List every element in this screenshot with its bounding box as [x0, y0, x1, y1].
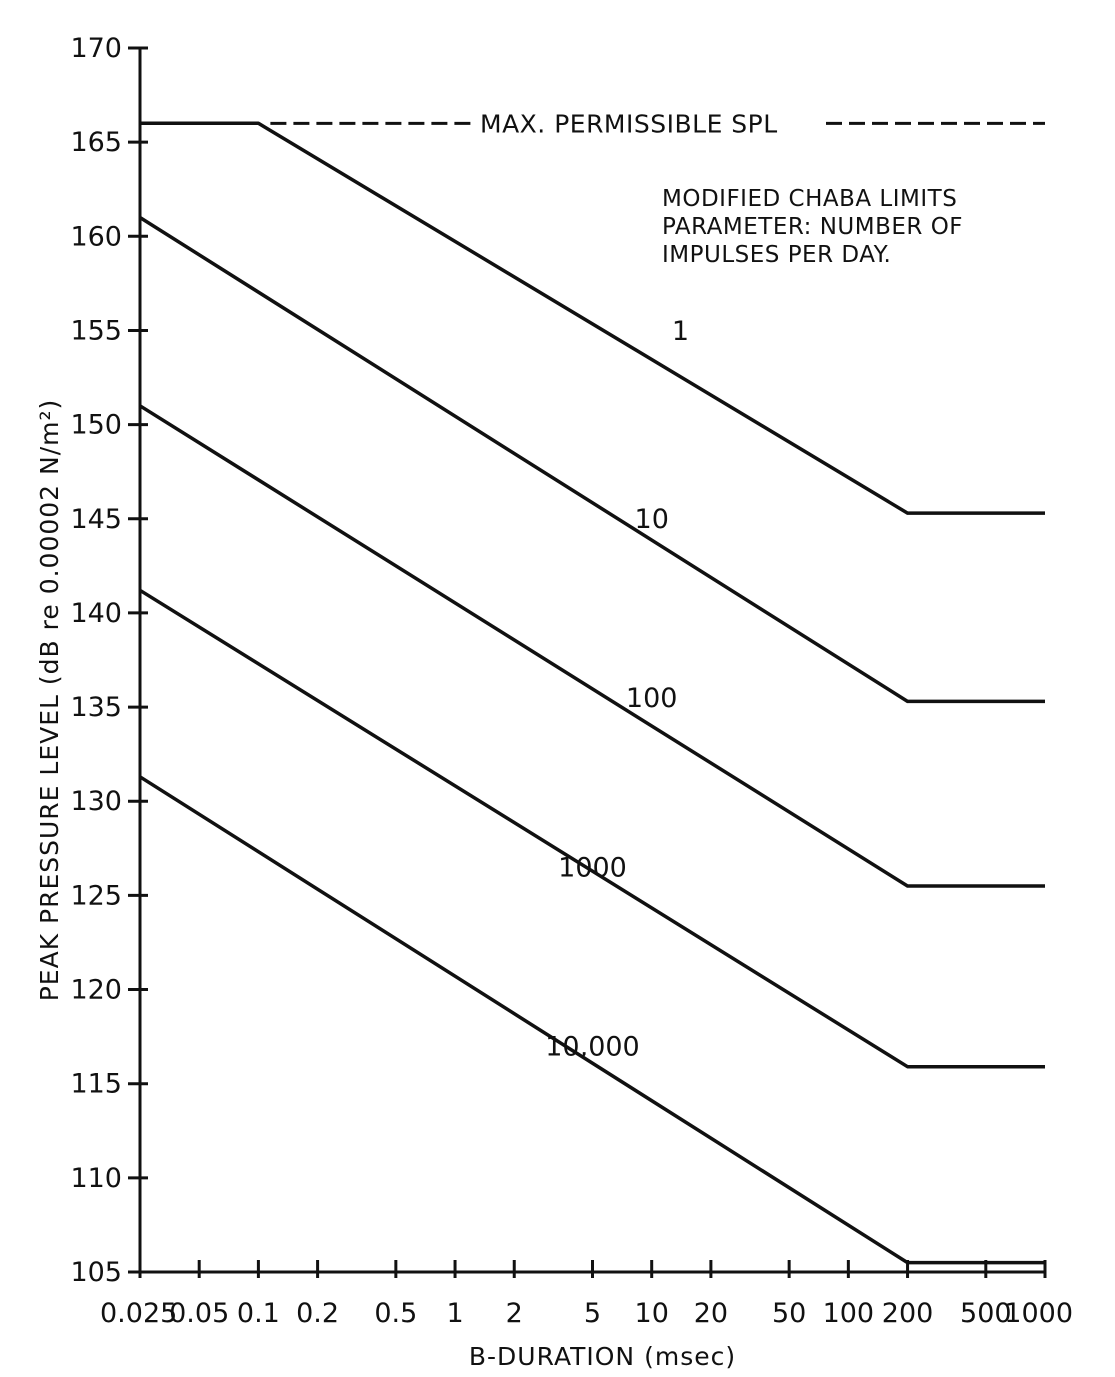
- y-tick-label: 115: [70, 1069, 122, 1100]
- annotation-line-3: IMPULSES PER DAY.: [662, 242, 891, 268]
- series-line-2: [139, 404, 1045, 888]
- x-tick-label: 10: [635, 1298, 669, 1329]
- y-axis-title: PEAK PRESSURE LEVEL (dB re 0.00002 N/m²): [35, 399, 64, 1002]
- y-tick-label: 135: [70, 692, 122, 723]
- y-tick-label: 155: [70, 315, 122, 346]
- x-tick-label: 1: [446, 1298, 463, 1329]
- x-tick-label: 0.05: [169, 1298, 229, 1329]
- y-tick-label: 170: [70, 33, 122, 64]
- y-tick-label: 140: [70, 598, 122, 629]
- x-tick-label: 500: [960, 1298, 1012, 1329]
- x-axis-title: B-DURATION (msec): [469, 1342, 736, 1371]
- x-tick-label: 20: [694, 1298, 728, 1329]
- y-tick-label: 145: [70, 504, 122, 535]
- series-line-0: [140, 121, 1045, 515]
- y-tick-label: 125: [70, 880, 122, 911]
- y-tick-label: 130: [70, 786, 122, 817]
- x-tick-label: 0.1: [237, 1298, 280, 1329]
- annotation-line-1: MODIFIED CHABA LIMITS: [662, 186, 957, 212]
- series-line-4: [139, 775, 1045, 1265]
- series-line-1: [139, 216, 1045, 704]
- y-tick-label: 165: [70, 127, 122, 158]
- series-label-2: 100: [626, 683, 678, 714]
- series-label-3: 1000: [558, 853, 627, 884]
- x-tick-label: 50: [772, 1298, 806, 1329]
- y-tick-label: 160: [70, 221, 122, 252]
- y-tick-label: 105: [70, 1257, 122, 1288]
- x-tick-label: 0.025: [100, 1298, 177, 1329]
- x-tick-label: 200: [882, 1298, 934, 1329]
- series-line-3: [139, 588, 1045, 1069]
- annotation-line-2: PARAMETER: NUMBER OF: [662, 214, 963, 240]
- annotation-layer: MODIFIED CHABA LIMITS PARAMETER: NUMBER …: [662, 186, 963, 268]
- x-tick-label: 2: [506, 1298, 523, 1329]
- x-tick-label: 5: [584, 1298, 601, 1329]
- series-label-1: 10: [635, 504, 669, 535]
- x-tick-label: 0.5: [374, 1298, 417, 1329]
- max-spl-label: MAX. PERMISSIBLE SPL: [480, 109, 778, 138]
- y-tick-label: 120: [70, 975, 122, 1006]
- y-tick-label: 110: [70, 1163, 122, 1194]
- series-layer: 1 10 100 1000 10,000: [139, 121, 1045, 1265]
- series-label-0: 1: [672, 316, 689, 347]
- x-tick-label: 100: [823, 1298, 875, 1329]
- series-label-4: 10,000: [545, 1031, 639, 1062]
- x-tick-label: 1000: [1004, 1298, 1073, 1329]
- ticks-layer: 1051101151201251301351401451501551601651…: [70, 33, 1073, 1329]
- y-tick-label: 150: [70, 410, 122, 441]
- x-tick-label: 0.2: [296, 1298, 339, 1329]
- reference-line-layer: MAX. PERMISSIBLE SPL: [270, 109, 1045, 138]
